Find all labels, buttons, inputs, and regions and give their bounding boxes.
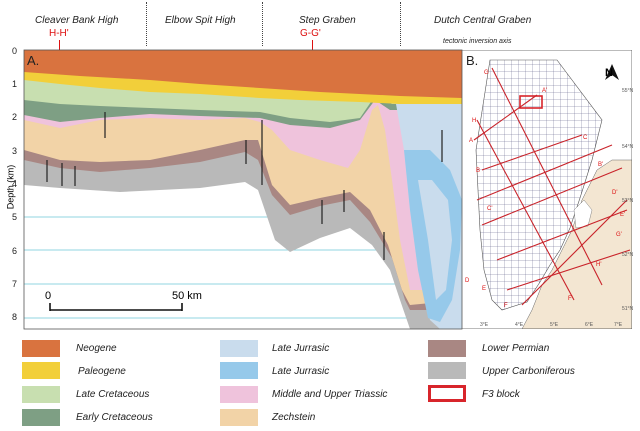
map-lat-54: 54°N [622,144,634,150]
legend-label-late-jurassic-blue: Late Jurrasic [272,366,330,377]
legend-label-triassic: Middle and Upper Triassic [272,389,388,400]
map-line-label-a-prime: A' [542,88,548,94]
scalebar-bar [49,303,183,311]
map-line-label-h-prime: H' [596,262,602,268]
region-step-graben: Step Graben [299,15,356,26]
region-cleaver-bank-high: Cleaver Bank High [35,15,119,26]
map-line-label-h: H [472,118,477,124]
map-land [521,159,632,329]
map-line-label-d-prime: D' [612,190,618,196]
scalebar-end: 50 km [172,290,202,302]
map-lake [573,199,593,229]
map-line-label-e: E [482,286,487,292]
section-g: G-G' [300,28,321,39]
map-line-label-f: F [504,303,508,309]
marker-g [312,40,313,50]
legend-swatch-zechstein [220,409,258,426]
legend-swatch-upper-carboniferous [428,362,466,379]
marker-h [59,40,60,50]
legend-label-late-jurassic-light: Late Jurrasic [272,343,330,354]
map-lon-6: 6°E [585,322,594,328]
depth-tick-1: 1 [12,79,18,89]
map-lat-55: 55°N [622,88,634,94]
tectonic-annotation: tectonic inversion axis [443,38,512,45]
map-seismic-lines [473,67,631,306]
map-line-label-g: G [484,70,489,76]
legend-label-paleogene: Paleogene [78,366,126,377]
legend-label-neogene: Neogene [76,343,117,354]
map-line-label-e-prime: E' [620,212,626,218]
depth-tick-4: 4 [12,179,18,189]
region-elbow-spit-high: Elbow Spit High [165,15,236,26]
map-line-label-b: B [476,168,481,174]
map-lat-51: 51°N [622,306,634,312]
legend-swatch-f3-block [428,385,466,402]
legend-swatch-lower-permian [428,340,466,357]
legend-label-early-cretaceous: Early Cretaceous [76,412,153,423]
depth-tick-2: 2 [12,112,18,122]
map-lon-3: 3°E [480,322,489,328]
section-h: H-H' [49,28,69,39]
panel-a-label: A. [27,53,40,68]
north-arrow-icon [605,64,619,80]
depth-tick-3: 3 [12,146,18,156]
north-label: N [605,67,613,79]
legend-swatch-paleogene [22,362,60,379]
map-line-label-g-prime: G' [616,232,622,238]
map-offshore-grid [475,59,603,311]
legend-label-f3-block: F3 block [482,389,520,400]
depth-tick-0: 0 [12,46,18,56]
depth-tick-8: 8 [12,312,18,322]
location-map [462,50,632,329]
scalebar-start: 0 [45,290,52,302]
map-line-label-d: D [465,278,470,284]
map-lon-5: 5°E [550,322,559,328]
legend-swatch-triassic [220,386,258,403]
map-line-label-f-prime: F' [568,296,573,302]
legend-label-upper-carboniferous: Upper Carboniferous [482,366,575,377]
legend-swatch-late-cretaceous [22,386,60,403]
legend-label-zechstein: Zechstein [272,412,316,423]
region-dutch-central-graben: Dutch Central Graben [434,15,532,26]
faults [46,112,443,260]
header-divider-1 [146,2,147,46]
map-lat-52: 52°N [622,252,634,258]
map-line-label-c: C [583,135,588,141]
map-f3-block [519,95,543,109]
map-lon-7: 7°E [614,322,623,328]
depth-tick-6: 6 [12,246,18,256]
legend-swatch-neogene [22,340,60,357]
legend-swatch-late-jurassic-light [220,340,258,357]
map-lat-53: 53°N [622,198,634,204]
depth-tick-5: 5 [12,212,18,222]
legend-label-lower-permian: Lower Permian [482,343,550,354]
graben-inner-light [418,180,452,300]
map-lon-4: 4°E [515,322,524,328]
legend-swatch-early-cretaceous [22,409,60,426]
panel-b-label: B. [466,53,479,68]
header-divider-3 [400,2,401,46]
legend-swatch-late-jurassic-blue [220,362,258,379]
legend-label-late-cretaceous: Late Cretaceous [76,389,150,400]
header-divider-2 [262,2,263,46]
depth-tick-7: 7 [12,279,18,289]
map-line-label-c-prime: C' [487,206,493,212]
map-line-label-a: A [469,138,474,144]
map-line-label-b-prime: B' [598,162,604,168]
layer-neogene [24,50,462,98]
